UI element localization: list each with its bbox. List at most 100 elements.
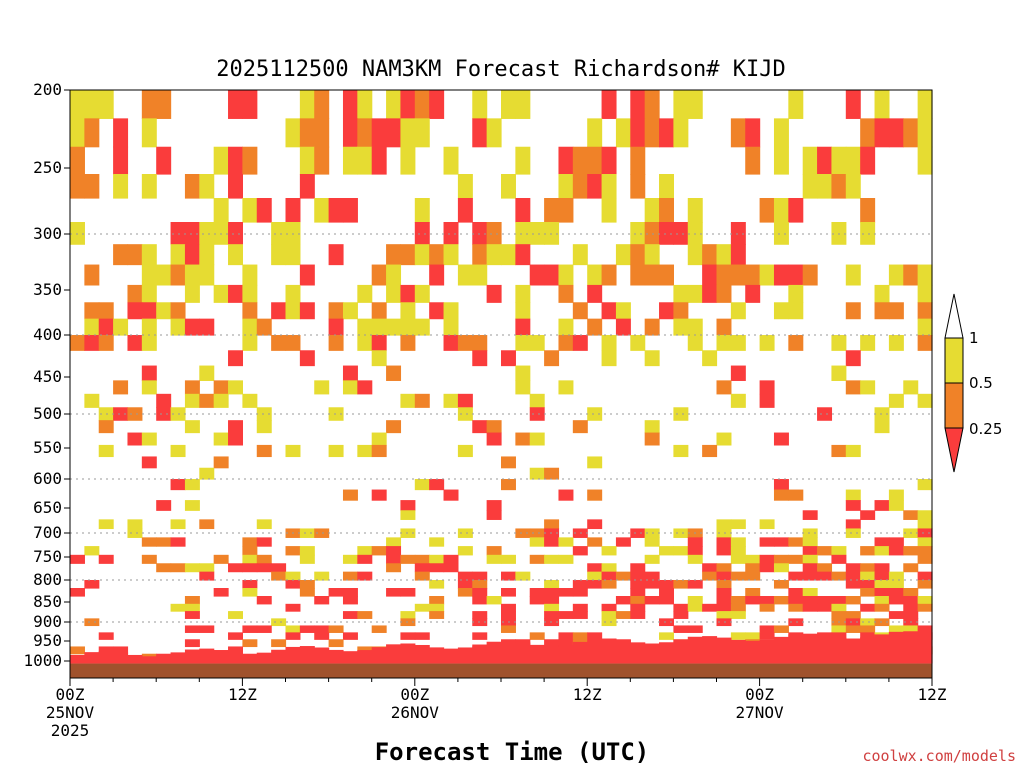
heatmap-cell	[386, 563, 402, 573]
heatmap-cell	[817, 407, 833, 421]
heatmap-cell	[745, 571, 761, 581]
heatmap-cell	[673, 318, 689, 336]
heatmap-cell	[414, 479, 430, 491]
heatmap-cell	[673, 302, 689, 320]
heatmap-cell	[888, 489, 904, 501]
heatmap-cell	[515, 90, 531, 119]
heatmap-cell	[472, 632, 488, 640]
heatmap-cell	[759, 632, 775, 640]
heatmap-cell	[544, 467, 560, 480]
heatmap-cell	[630, 571, 646, 581]
heatmap-cell	[860, 335, 876, 351]
heatmap-cell	[357, 335, 373, 351]
heatmap-cell	[917, 537, 933, 547]
heatmap-cell	[414, 318, 430, 336]
heatmap-cell	[486, 432, 502, 446]
heatmap-cell	[400, 393, 416, 408]
heatmap-cell	[529, 222, 545, 245]
heatmap-cell	[845, 174, 861, 199]
heatmap-cell	[888, 393, 904, 408]
heatmap-cell	[745, 554, 761, 564]
heatmap-cell	[457, 264, 473, 286]
heatmap-cell	[242, 580, 258, 589]
surface-layer-cell	[501, 640, 516, 664]
heatmap-cell	[745, 563, 761, 573]
heatmap-cell	[773, 198, 789, 223]
heatmap-cell	[788, 603, 804, 612]
heatmap-cell	[544, 264, 560, 286]
heatmap-cell	[845, 519, 861, 530]
surface-layer-cell	[472, 644, 488, 664]
heatmap-cell	[845, 500, 861, 511]
surface-layer-cell	[400, 643, 416, 664]
heatmap-cell	[386, 244, 402, 266]
heatmap-cell	[285, 625, 301, 633]
heatmap-cell	[888, 537, 904, 547]
surface-layer-cell	[357, 650, 373, 664]
heatmap-cell	[400, 500, 416, 511]
x-tick-label: 25NOV	[46, 703, 95, 722]
heatmap-cell	[228, 146, 243, 175]
heatmap-cell	[687, 335, 703, 351]
heatmap-cell	[773, 537, 789, 547]
heatmap-cell	[831, 146, 847, 175]
heatmap-cell	[515, 302, 531, 320]
heatmap-cell	[572, 302, 588, 320]
heatmap-cell	[299, 528, 315, 538]
heatmap-cell	[630, 603, 646, 612]
legend-label: 0.5	[969, 374, 993, 392]
heatmap-cell	[314, 380, 330, 395]
heatmap-cell	[558, 264, 574, 286]
heatmap-cell	[127, 302, 143, 320]
y-tick-label: 800	[33, 570, 62, 589]
heatmap-cell	[730, 554, 746, 564]
heatmap-cell	[400, 118, 416, 148]
heatmap-cell	[630, 174, 646, 199]
heatmap-cell	[644, 90, 660, 119]
heatmap-cell	[558, 380, 574, 395]
y-tick-label: 450	[33, 367, 62, 386]
heatmap-cell	[687, 284, 703, 303]
y-tick-label: 600	[33, 469, 62, 488]
heatmap-cell	[860, 510, 876, 520]
legend-label: 0.25	[969, 420, 1002, 438]
heatmap-cell	[773, 563, 789, 573]
heatmap-cell	[113, 318, 129, 336]
heatmap-cell	[874, 563, 890, 573]
heatmap-cell	[544, 554, 560, 564]
heatmap-cell	[127, 432, 143, 446]
heatmap-cell	[529, 467, 545, 480]
heatmap-cell	[299, 90, 315, 119]
heatmap-cell	[486, 596, 502, 605]
heatmap-cell	[601, 302, 617, 320]
heatmap-cell	[558, 554, 574, 564]
heatmap-cell	[831, 611, 847, 619]
heatmap-cell	[271, 563, 287, 573]
heatmap-cell	[213, 588, 229, 597]
heatmap-cell	[141, 380, 157, 395]
heatmap-cell	[141, 318, 157, 336]
heatmap-cell	[817, 174, 833, 199]
heatmap-cell	[285, 244, 301, 266]
heatmap-cell	[673, 407, 689, 421]
heatmap-cell	[141, 90, 157, 119]
heatmap-cell	[256, 420, 272, 434]
heatmap-cell	[716, 335, 732, 351]
heatmap-cell	[70, 146, 85, 175]
heatmap-cell	[299, 546, 315, 556]
heatmap-cell	[501, 603, 516, 612]
heatmap-cell	[98, 519, 114, 530]
heatmap-cell	[328, 407, 344, 421]
heatmap-cell	[572, 611, 588, 619]
legend-label: 1	[969, 329, 979, 347]
legend-swatch-red	[944, 427, 964, 473]
heatmap-cell	[730, 335, 746, 351]
heatmap-cell	[515, 571, 531, 581]
surface-layer-cell	[414, 644, 430, 664]
surface-layer-cell	[702, 636, 718, 664]
heatmap-cell	[788, 571, 804, 581]
x-tick-label: 12Z	[918, 685, 947, 704]
heatmap-cell	[874, 603, 890, 612]
heatmap-cell	[113, 174, 129, 199]
